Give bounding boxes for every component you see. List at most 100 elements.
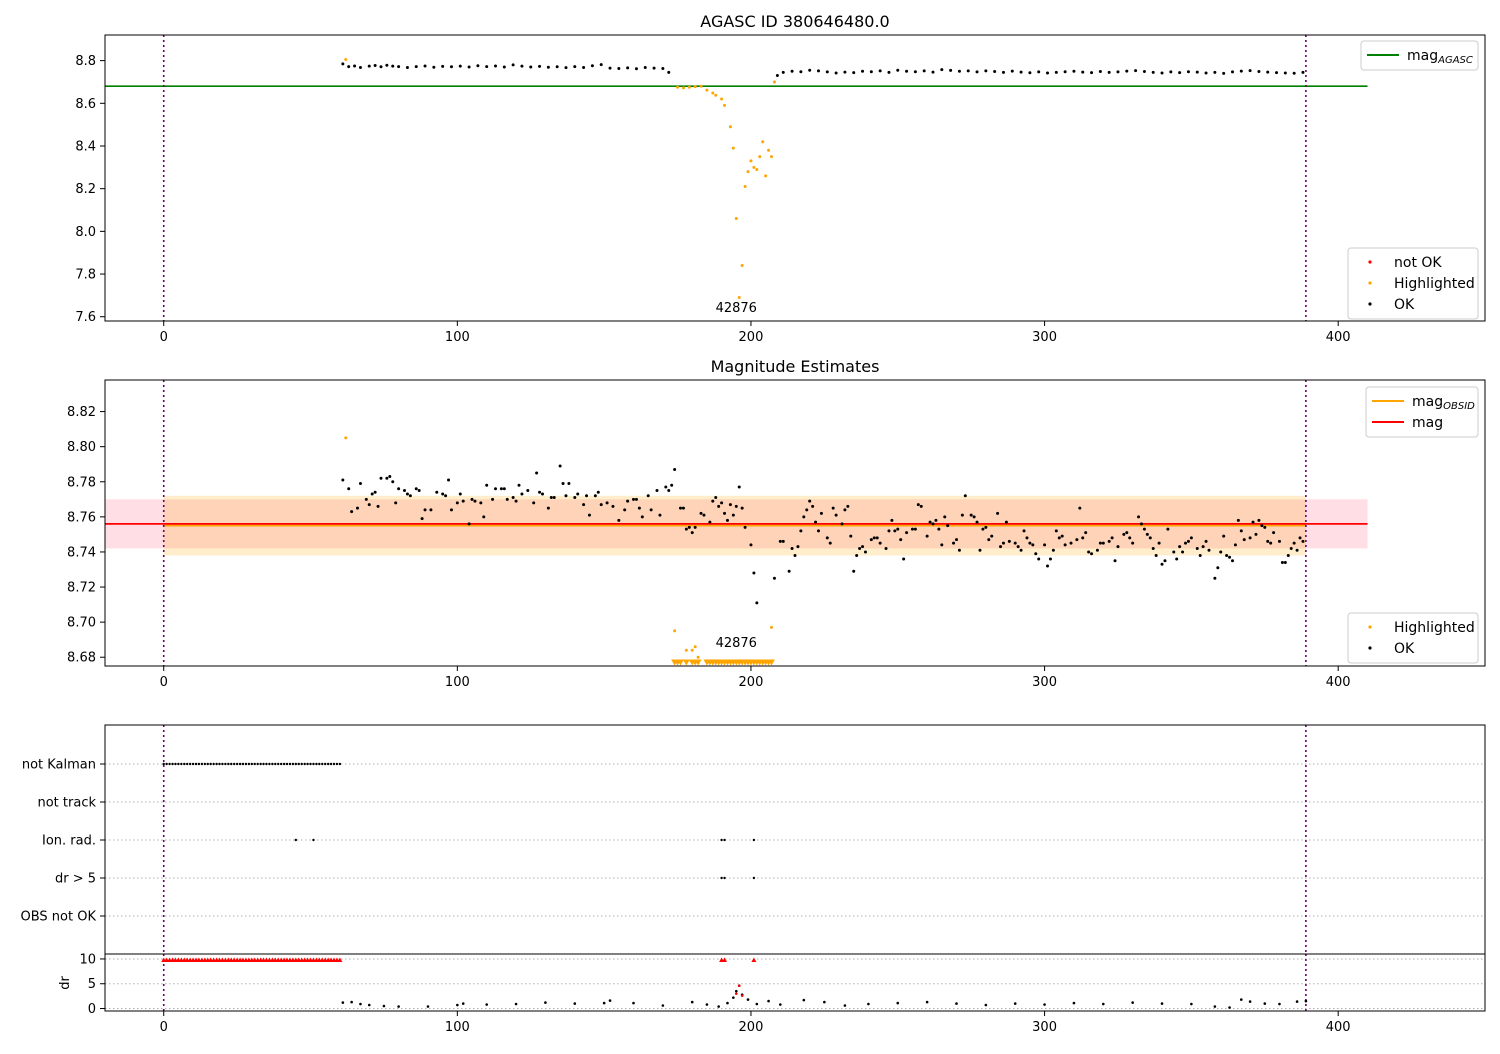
p2-ok-point <box>482 515 486 519</box>
p1-bottom-legend-box <box>1347 247 1479 320</box>
p2-highlighted-point <box>684 648 688 652</box>
p4-xtick-label: 0 <box>160 1020 168 1035</box>
p2-ok-point <box>646 494 650 498</box>
p2-ok-point <box>1116 545 1120 549</box>
p1-ok-point <box>1275 71 1279 75</box>
p2-ok-point <box>1289 546 1293 550</box>
p2-ytick-label: 8.82 <box>67 405 96 420</box>
p3-flag-point <box>312 838 315 842</box>
p1-ok-point <box>843 70 847 74</box>
p2-ok-point <box>658 513 662 517</box>
p2-ok-point <box>1090 552 1094 556</box>
p2-ok-point <box>1301 539 1305 543</box>
p2-ok-point <box>605 501 609 505</box>
p4-clipped-marker <box>722 957 728 962</box>
p4-dr-point <box>461 1002 465 1005</box>
p1-bottom-legend-label: OK <box>1394 297 1415 313</box>
p2-ok-point <box>1233 543 1237 547</box>
p2-ok-point <box>1283 560 1287 564</box>
p2-ok-point <box>1198 553 1202 557</box>
p1-highlighted-point <box>687 85 691 89</box>
p2-ok-point <box>637 506 641 510</box>
p1-ok-point <box>573 65 577 69</box>
p1-ok-point <box>852 71 856 75</box>
p1-ok-point <box>1151 70 1155 74</box>
p1-ok-point <box>385 63 389 67</box>
p2-ok-point <box>972 515 976 519</box>
p1-ok-point <box>1301 70 1305 74</box>
p1-ok-point <box>1063 70 1067 74</box>
p1-ytick-label: 8.0 <box>75 225 96 240</box>
p4-dr-point <box>717 1005 720 1008</box>
p2-ok-point <box>408 494 412 498</box>
p1-ok-point <box>626 66 630 70</box>
p1-ok-point <box>1160 71 1164 75</box>
p2-ok-point <box>479 501 483 505</box>
p1-ok-point <box>405 65 409 69</box>
p1-highlighted-point <box>693 85 697 89</box>
p1-ok-point <box>825 70 829 74</box>
p4-dr-point <box>1295 1000 1299 1003</box>
p4-dr-point <box>746 998 750 1001</box>
p2-ok-point <box>1087 550 1091 554</box>
p2-ok-point <box>587 513 591 517</box>
p3-flag-point <box>288 762 292 766</box>
p1-ok-point <box>1046 71 1050 75</box>
p2-ok-point <box>1137 515 1141 519</box>
p4-dr-highlighted-point <box>734 992 738 995</box>
p2-ytick-label: 8.70 <box>67 616 96 631</box>
p4-ytick-label: 5 <box>88 977 96 992</box>
p2-ok-point <box>928 520 932 524</box>
p2-ok-point <box>1295 548 1299 552</box>
p1-highlighted-point <box>705 88 709 92</box>
p2-ok-point <box>887 529 891 533</box>
p1-ok-point <box>494 64 498 68</box>
p4-clipped-marker <box>751 957 757 962</box>
p3-flag-point <box>183 762 186 766</box>
p1-ok-point <box>1037 70 1041 74</box>
p1-highlighted-point <box>699 84 703 88</box>
p3-flag-point <box>720 876 723 880</box>
p3-flag-point <box>324 762 327 766</box>
p2-xtick-label: 100 <box>445 675 470 690</box>
p1-ok-point <box>1081 70 1085 74</box>
p2-ytick-label: 8.80 <box>67 440 96 455</box>
p1-ok-point <box>373 64 377 68</box>
p1-ok-point <box>511 63 515 67</box>
p2-ok-point <box>1280 560 1284 564</box>
p2-ok-point <box>664 485 668 489</box>
p2-bottom-legend-swatch <box>1368 646 1372 650</box>
p2-ok-point <box>872 536 876 540</box>
p1-ok-point <box>1186 70 1190 74</box>
p3-flag-point <box>259 762 262 766</box>
p1-ytick-label: 8.6 <box>75 97 96 112</box>
p2-ok-point <box>1051 548 1055 552</box>
p1-ok-point <box>1248 69 1252 73</box>
p1-highlighted-point <box>731 146 735 150</box>
p4-dr-point <box>367 1003 371 1007</box>
p3-flag-point <box>221 762 224 766</box>
p1-highlighted-point <box>758 155 762 159</box>
p2-ok-point <box>1151 546 1155 550</box>
p2-top-legend-label: mag <box>1412 415 1443 431</box>
p2-ok-point <box>502 487 506 491</box>
p1-ok-point <box>1213 70 1217 74</box>
p1-ok-point <box>949 68 953 72</box>
p3-flag-point <box>300 762 303 766</box>
p2-ok-point <box>1272 531 1276 535</box>
p2-ok-point <box>444 494 448 498</box>
p2-ok-point <box>1054 529 1058 533</box>
p2-top-legend-subscript: OBSID <box>1443 401 1475 412</box>
panel-flags: not Kalman not track Ion. rad. dr > 5 OBS no… <box>21 724 1486 955</box>
p2-ok-point <box>1228 555 1232 559</box>
p3-flag-point <box>200 762 204 766</box>
p2-ok-point <box>394 501 398 505</box>
p1-ok-point <box>922 69 926 73</box>
p4-xtick-label: 300 <box>1032 1020 1057 1035</box>
p1-ok-point <box>555 65 559 69</box>
p2-ok-point <box>1186 539 1190 543</box>
p2-highlighted-point <box>696 655 700 659</box>
p3-flag-point <box>191 762 195 766</box>
p2-ok-point <box>1113 559 1117 563</box>
p2-ok-point <box>740 506 744 510</box>
